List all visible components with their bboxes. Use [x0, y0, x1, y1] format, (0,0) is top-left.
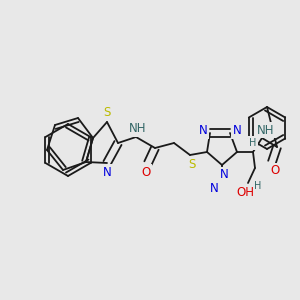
Text: N: N [103, 166, 111, 178]
Text: N: N [199, 124, 207, 137]
Text: O: O [141, 166, 151, 178]
Text: H: H [254, 181, 262, 191]
Text: O: O [270, 164, 280, 178]
Text: OH: OH [236, 185, 254, 199]
Text: N: N [232, 124, 242, 137]
Text: N: N [210, 182, 218, 194]
Text: NH: NH [129, 122, 147, 136]
Text: S: S [188, 158, 196, 170]
Text: S: S [103, 106, 111, 119]
Text: N: N [220, 169, 228, 182]
Text: NH: NH [257, 124, 275, 136]
Text: H: H [249, 138, 257, 148]
